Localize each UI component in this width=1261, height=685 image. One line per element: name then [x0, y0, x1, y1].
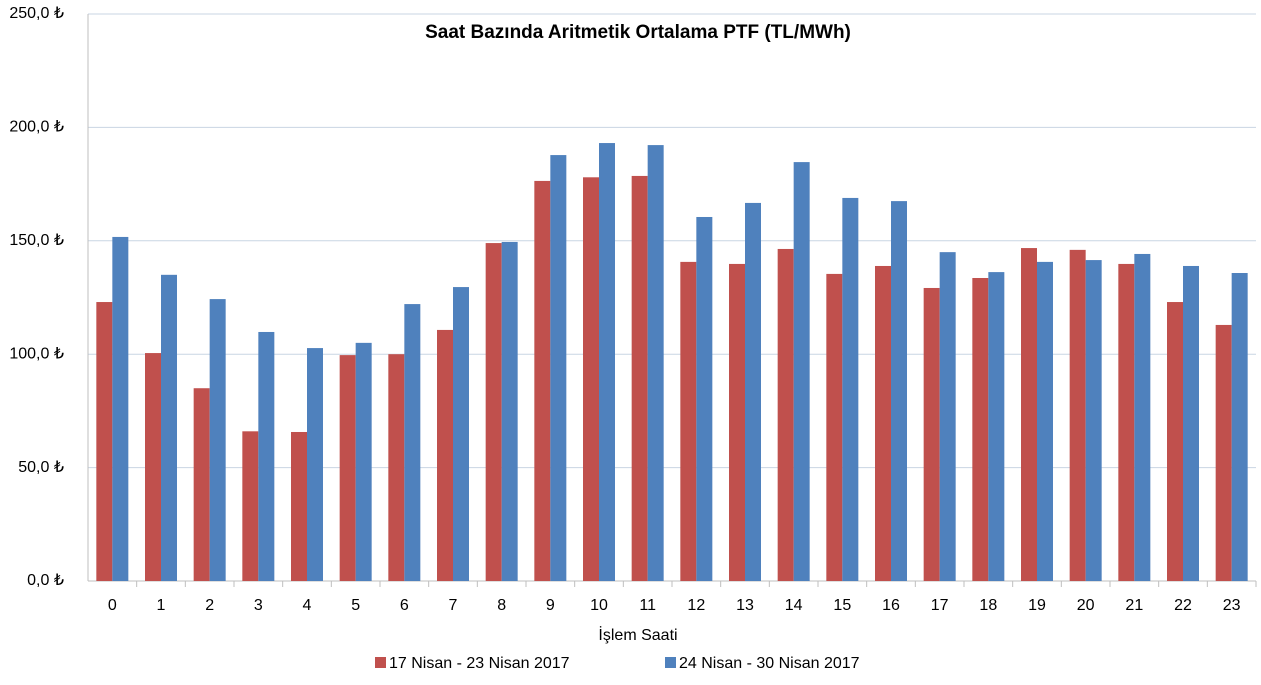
y-tick-label: 200,0 ₺ — [9, 119, 64, 136]
y-tick-label: 0,0 ₺ — [27, 572, 64, 589]
x-tick-label: 8 — [497, 597, 506, 614]
bar — [1215, 324, 1232, 581]
chart-title: Saat Bazında Aritmetik Ortalama PTF (TL/… — [425, 22, 851, 43]
bar — [550, 155, 567, 582]
bar — [1167, 302, 1183, 581]
x-tick-label: 22 — [1174, 597, 1192, 614]
bar — [647, 145, 664, 581]
bar — [388, 354, 405, 581]
bar — [355, 342, 372, 581]
bar — [209, 299, 226, 581]
bar — [891, 201, 907, 582]
legend-swatch — [375, 657, 386, 668]
y-tick-label: 250,0 ₺ — [9, 5, 64, 22]
legend-swatch — [665, 657, 676, 668]
bar — [696, 216, 713, 581]
bar — [1134, 253, 1151, 581]
bar — [534, 180, 551, 581]
x-tick-label: 12 — [687, 597, 705, 614]
bar — [1085, 260, 1102, 581]
bar — [1118, 263, 1135, 581]
x-tick-label: 5 — [351, 597, 360, 614]
bar — [680, 261, 697, 581]
x-tick-label: 0 — [108, 597, 117, 614]
bar — [583, 177, 599, 581]
x-tick-label: 15 — [833, 597, 851, 614]
x-tick-label: 1 — [157, 597, 166, 614]
bar — [112, 236, 129, 581]
y-tick-label: 150,0 ₺ — [9, 232, 64, 249]
bar — [193, 388, 210, 581]
y-tick-label: 100,0 ₺ — [9, 345, 64, 362]
x-tick-label: 16 — [882, 597, 900, 614]
bar — [1231, 273, 1248, 581]
bar — [242, 431, 259, 581]
bar — [1069, 249, 1086, 581]
x-tick-label: 11 — [639, 597, 656, 614]
bar — [599, 143, 615, 581]
bar — [745, 202, 761, 582]
bar — [485, 243, 502, 581]
x-tick-label: 13 — [736, 597, 754, 614]
x-tick-label: 19 — [1028, 597, 1046, 614]
legend-label: 24 Nisan - 30 Nisan 2017 — [679, 655, 860, 672]
bar — [729, 263, 745, 581]
x-tick-label: 3 — [254, 597, 263, 614]
bar — [437, 329, 453, 581]
x-tick-label: 4 — [303, 597, 312, 614]
bar — [972, 277, 989, 581]
x-tick-label: 20 — [1077, 597, 1095, 614]
bar — [339, 355, 356, 581]
bar — [842, 197, 859, 581]
y-tick-label: 50,0 ₺ — [18, 459, 64, 476]
legend-label: 17 Nisan - 23 Nisan 2017 — [389, 655, 570, 672]
bar — [161, 274, 177, 581]
x-tick-label: 14 — [785, 597, 803, 614]
bar — [1183, 265, 1199, 581]
bar — [988, 272, 1005, 581]
x-tick-label: 2 — [205, 597, 214, 614]
bar — [1021, 248, 1037, 581]
bar — [404, 304, 421, 581]
bar — [923, 287, 940, 581]
bar — [291, 431, 307, 581]
bar — [258, 331, 275, 581]
x-tick-label: 17 — [931, 597, 949, 614]
x-tick-label: 10 — [590, 597, 608, 614]
x-tick-label: 21 — [1125, 597, 1143, 614]
bar — [631, 175, 648, 582]
bar — [453, 287, 469, 581]
bar — [501, 241, 518, 581]
bar — [875, 265, 891, 581]
bar — [145, 353, 161, 581]
bar — [939, 252, 956, 581]
bar — [307, 348, 323, 581]
bar — [1037, 261, 1053, 581]
bar — [793, 162, 810, 581]
x-tick-label: 9 — [546, 597, 555, 614]
x-tick-label: 18 — [979, 597, 997, 614]
bar — [826, 273, 843, 581]
bar — [96, 302, 113, 581]
x-tick-label: 6 — [400, 597, 409, 614]
x-tick-label: 23 — [1223, 597, 1241, 614]
bar — [777, 248, 794, 582]
x-axis-label: İşlem Saati — [598, 625, 677, 644]
x-tick-label: 7 — [449, 597, 458, 614]
